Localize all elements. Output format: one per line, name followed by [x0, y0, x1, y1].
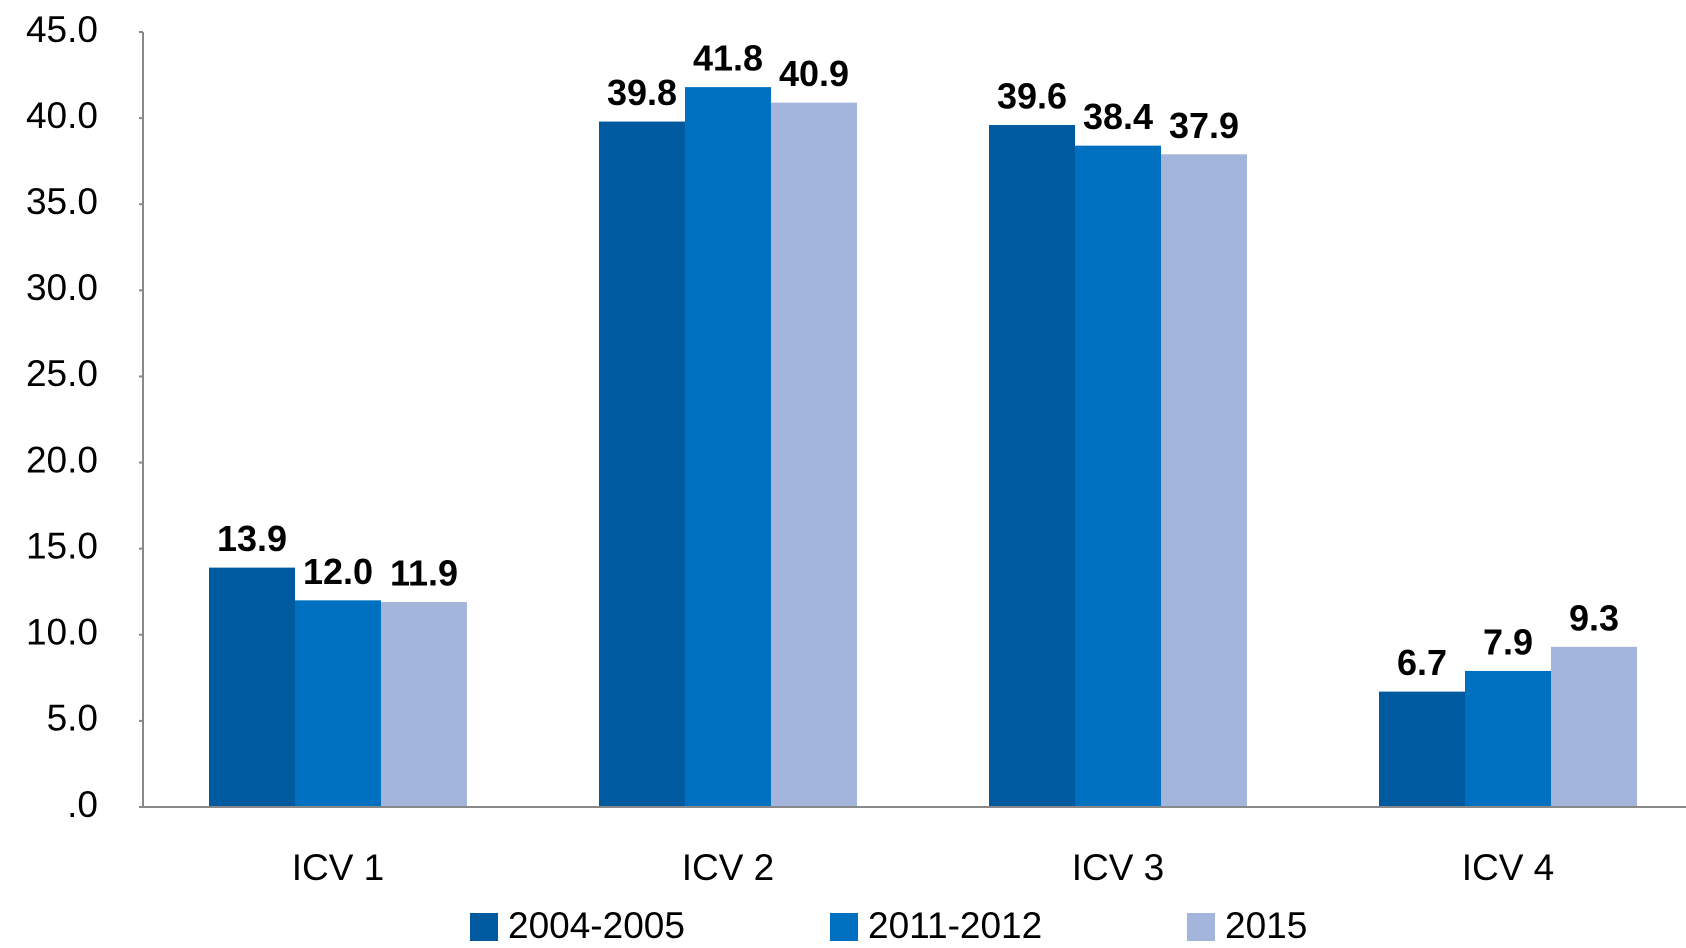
- bar: [295, 600, 381, 807]
- legend-swatch: [830, 913, 858, 941]
- x-tick-label: ICV 3: [1072, 847, 1165, 888]
- legend-swatch: [1187, 913, 1215, 941]
- y-tick-label: 35.0: [26, 181, 98, 222]
- bar: [1379, 691, 1465, 807]
- bar: [1551, 646, 1637, 807]
- bar: [381, 602, 467, 807]
- value-label: 41.8: [693, 38, 763, 79]
- bar: [989, 125, 1075, 807]
- value-label: 11.9: [390, 553, 458, 594]
- value-label: 6.7: [1397, 642, 1447, 683]
- bar: [685, 87, 771, 808]
- legend-label: 2015: [1225, 905, 1307, 946]
- value-label: 39.6: [997, 76, 1067, 117]
- y-tick-label: 15.0: [26, 525, 98, 566]
- x-tick-label: ICV 1: [292, 847, 385, 888]
- value-label: 9.3: [1569, 597, 1619, 638]
- value-label: 39.8: [607, 72, 677, 113]
- bar: [209, 567, 295, 807]
- value-label: 38.4: [1083, 96, 1153, 137]
- bar: [1465, 670, 1551, 807]
- y-tick-label: 20.0: [26, 439, 98, 480]
- y-tick-label: 5.0: [47, 698, 98, 739]
- bar: [771, 102, 857, 808]
- y-tick-label: 10.0: [26, 612, 98, 653]
- y-tick-label: .0: [67, 784, 98, 825]
- value-label: 12.0: [303, 551, 373, 592]
- value-label: 40.9: [779, 53, 849, 94]
- x-tick-label: ICV 4: [1462, 847, 1555, 888]
- legend-label: 2004-2005: [508, 905, 685, 946]
- legend-swatch: [470, 913, 498, 941]
- value-label: 7.9: [1483, 621, 1533, 662]
- bar: [1075, 145, 1161, 807]
- x-tick-label: ICV 2: [682, 847, 775, 888]
- y-tick-label: 40.0: [26, 95, 98, 136]
- y-tick-label: 45.0: [26, 9, 98, 50]
- bar: [599, 121, 685, 808]
- bar: [1161, 154, 1247, 807]
- value-label: 13.9: [217, 518, 287, 559]
- value-label: 37.9: [1169, 105, 1239, 146]
- y-tick-label: 30.0: [26, 267, 98, 308]
- legend-label: 2011-2012: [868, 905, 1042, 946]
- y-tick-label: 25.0: [26, 353, 98, 394]
